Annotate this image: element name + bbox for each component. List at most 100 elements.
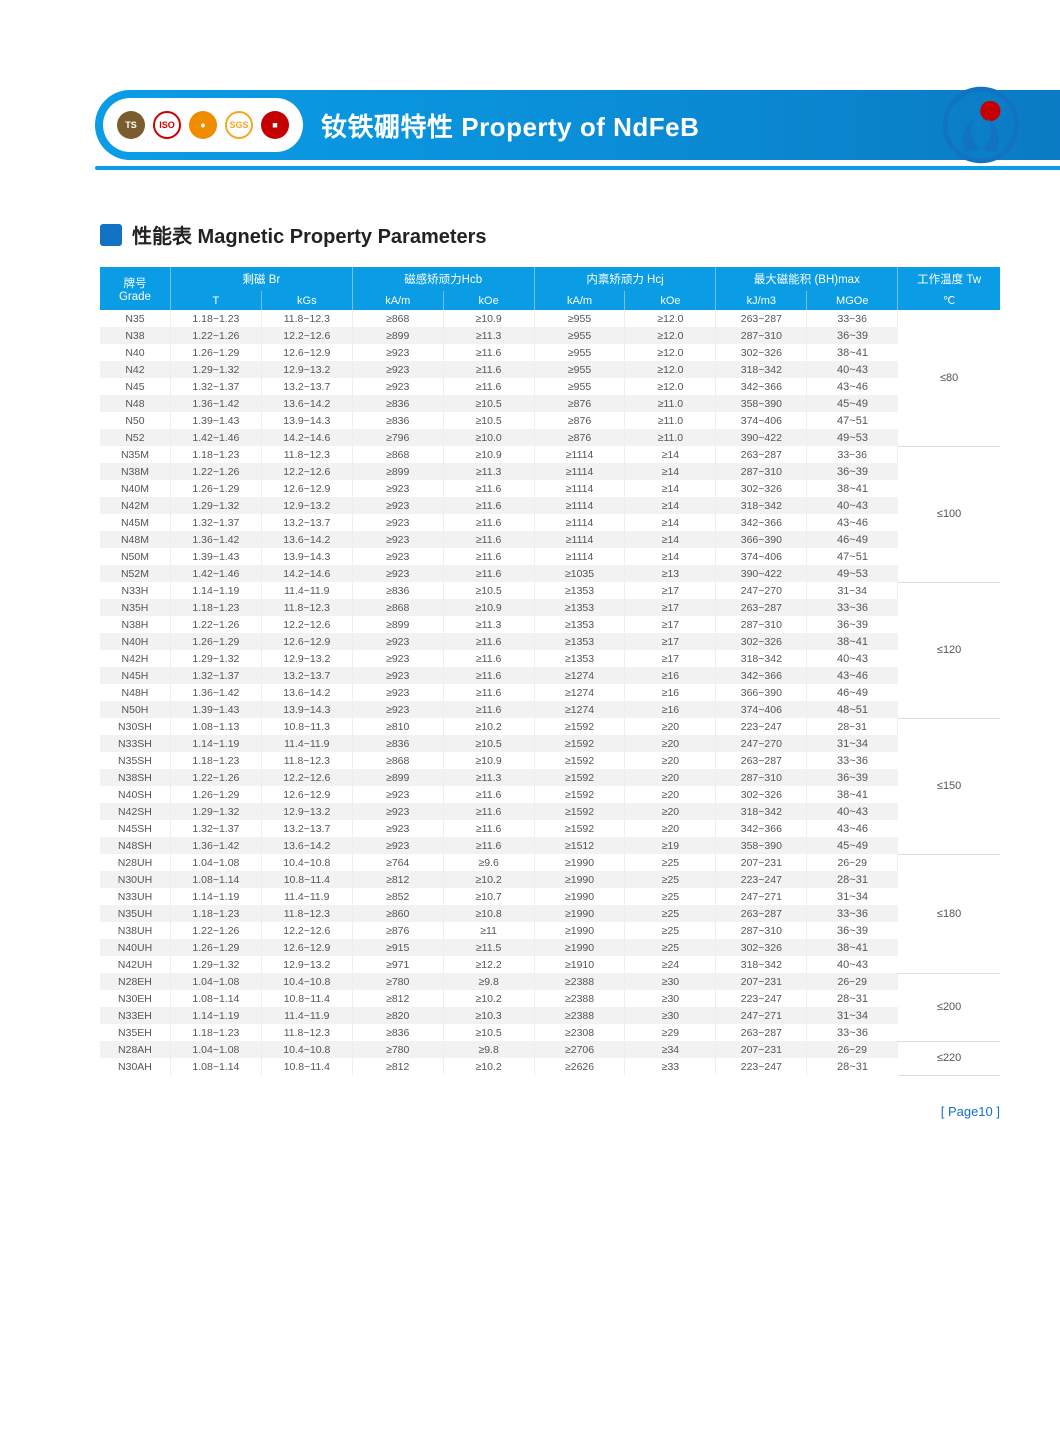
cell-grade: N30EH (100, 990, 170, 1007)
cell-value: ≥11.5 (443, 939, 534, 956)
cell-value: ≥1274 (534, 701, 625, 718)
cell-value: ≥1592 (534, 803, 625, 820)
table-row: N45H1.32~1.3713.2~13.7≥923≥11.6≥1274≥163… (100, 667, 1000, 684)
cell-grade: N33EH (100, 1007, 170, 1024)
cell-value: ≥20 (625, 718, 716, 735)
cell-value: 12.2~12.6 (261, 327, 352, 344)
table-row: N33H1.14~1.1911.4~11.9≥836≥10.5≥1353≥172… (100, 582, 1000, 599)
cell-value: ≥1592 (534, 820, 625, 837)
table-row: N33UH1.14~1.1911.4~11.9≥852≥10.7≥1990≥25… (100, 888, 1000, 905)
cell-value: ≥1274 (534, 667, 625, 684)
cell-value: ≥971 (352, 956, 443, 973)
cell-value: 13.6~14.2 (261, 531, 352, 548)
cell-value: ≥1114 (534, 446, 625, 463)
cell-value: ≥876 (534, 412, 625, 429)
cell-value: ≥25 (625, 905, 716, 922)
cell-grade: N38 (100, 327, 170, 344)
cell-value: ≥11.3 (443, 616, 534, 633)
cell-value: 1.04~1.08 (170, 973, 261, 990)
cell-value: 207~231 (716, 1041, 807, 1058)
cell-value: 1.18~1.23 (170, 1024, 261, 1041)
cell-value: ≥860 (352, 905, 443, 922)
cell-tw: ≤100 (898, 446, 1000, 582)
cell-value: 12.9~13.2 (261, 803, 352, 820)
cell-value: ≥923 (352, 837, 443, 854)
th-unit: kOe (625, 291, 716, 310)
cert-badge-icon: SGS (225, 111, 253, 139)
cell-value: ≥10.5 (443, 735, 534, 752)
cell-value: ≥11.6 (443, 497, 534, 514)
cell-value: 1.08~1.14 (170, 871, 261, 888)
table-header: 牌号Grade 剩磁 Br 磁感矫顽力Hcb 内禀矫顽力 Hcj 最大磁能积 (… (100, 267, 1000, 310)
cell-value: ≥11.3 (443, 769, 534, 786)
cell-value: 1.32~1.37 (170, 378, 261, 395)
cell-value: 49~53 (807, 565, 898, 582)
cell-value: 287~310 (716, 463, 807, 480)
cell-value: 223~247 (716, 1058, 807, 1075)
cell-value: 11.8~12.3 (261, 310, 352, 327)
cell-value: ≥25 (625, 888, 716, 905)
cell-value: 1.29~1.32 (170, 650, 261, 667)
cell-value: ≥2308 (534, 1024, 625, 1041)
cell-value: 43~46 (807, 378, 898, 395)
cell-value: ≥11.6 (443, 786, 534, 803)
cell-value: ≥836 (352, 395, 443, 412)
cell-value: 36~39 (807, 616, 898, 633)
cell-value: ≥1274 (534, 684, 625, 701)
cell-value: 1.08~1.14 (170, 990, 261, 1007)
cell-grade: N35H (100, 599, 170, 616)
cell-value: ≥1592 (534, 786, 625, 803)
cell-value: ≥20 (625, 769, 716, 786)
cell-value: 1.39~1.43 (170, 701, 261, 718)
cell-value: 263~287 (716, 1024, 807, 1041)
cell-value: 223~247 (716, 718, 807, 735)
cert-badge-icon: ISO (153, 111, 181, 139)
cell-value: ≥11.6 (443, 820, 534, 837)
cell-value: ≥10.9 (443, 446, 534, 463)
cell-value: 1.32~1.37 (170, 514, 261, 531)
cell-value: 390~422 (716, 429, 807, 446)
cell-value: ≥14 (625, 531, 716, 548)
cell-grade: N52 (100, 429, 170, 446)
cell-value: 1.39~1.43 (170, 412, 261, 429)
cell-value: ≥1592 (534, 735, 625, 752)
cell-value: 1.32~1.37 (170, 820, 261, 837)
cell-value: 10.4~10.8 (261, 854, 352, 871)
cell-value: ≥17 (625, 599, 716, 616)
cell-value: ≥11.6 (443, 565, 534, 582)
cell-value: ≥19 (625, 837, 716, 854)
cell-value: 46~49 (807, 684, 898, 701)
cell-value: 318~342 (716, 803, 807, 820)
cell-value: 1.36~1.42 (170, 837, 261, 854)
table-row: N401.26~1.2912.6~12.9≥923≥11.6≥955≥12.03… (100, 344, 1000, 361)
cell-value: 12.2~12.6 (261, 922, 352, 939)
cell-value: 12.6~12.9 (261, 344, 352, 361)
cell-value: 38~41 (807, 480, 898, 497)
cell-value: 247~271 (716, 1007, 807, 1024)
cell-value: 14.2~14.6 (261, 429, 352, 446)
table-row: N38H1.22~1.2612.2~12.6≥899≥11.3≥1353≥172… (100, 616, 1000, 633)
cell-value: ≥812 (352, 1058, 443, 1075)
cell-value: ≥24 (625, 956, 716, 973)
cell-value: 374~406 (716, 548, 807, 565)
cell-value: ≥17 (625, 616, 716, 633)
cell-value: 287~310 (716, 616, 807, 633)
cell-value: ≥899 (352, 769, 443, 786)
cell-value: 1.22~1.26 (170, 463, 261, 480)
cell-value: ≥812 (352, 871, 443, 888)
table-row: N30UH1.08~1.1410.8~11.4≥812≥10.2≥1990≥25… (100, 871, 1000, 888)
cell-value: 11.4~11.9 (261, 1007, 352, 1024)
cell-value: 263~287 (716, 310, 807, 327)
page-root: TSISO●SGS■ 钕铁硼特性 Property of NdFeB 性能表 M… (0, 0, 1060, 1159)
cell-value: ≥25 (625, 871, 716, 888)
cell-value: 1.26~1.29 (170, 344, 261, 361)
cell-value: ≥923 (352, 786, 443, 803)
cell-value: 287~310 (716, 327, 807, 344)
cell-value: 45~49 (807, 395, 898, 412)
cell-value: 366~390 (716, 531, 807, 548)
cell-value: 1.26~1.29 (170, 480, 261, 497)
cell-value: 12.6~12.9 (261, 633, 352, 650)
cell-value: 318~342 (716, 956, 807, 973)
cell-value: ≥1353 (534, 633, 625, 650)
cell-grade: N45 (100, 378, 170, 395)
